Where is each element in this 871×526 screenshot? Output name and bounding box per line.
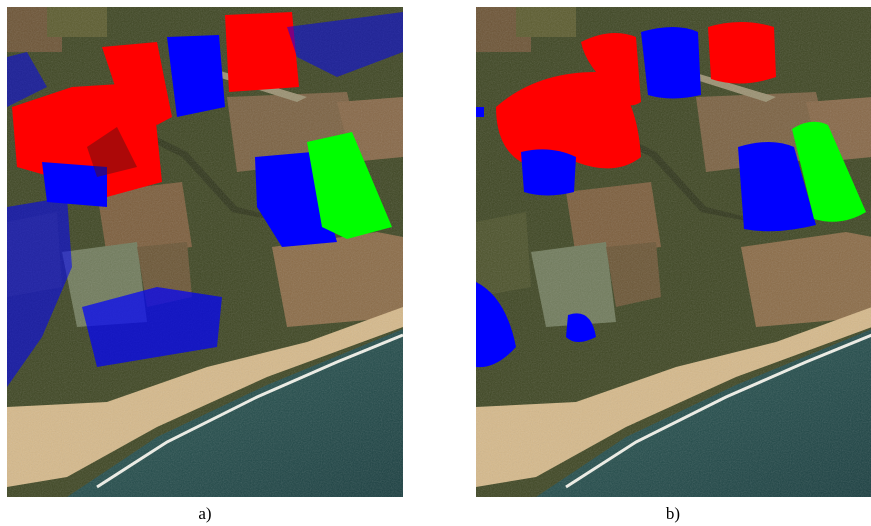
image-b [476,7,871,497]
caption: a) [198,504,212,523]
image-a [7,7,403,497]
caption: b) [665,504,681,523]
